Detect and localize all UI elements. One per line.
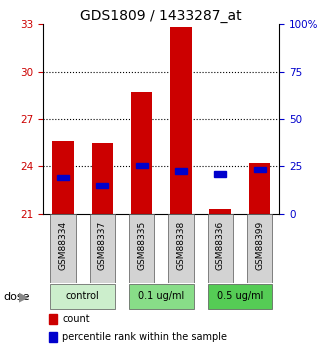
- Text: count: count: [62, 314, 90, 324]
- Bar: [96, 183, 108, 188]
- Bar: [254, 167, 265, 172]
- Bar: [170, 27, 192, 214]
- Bar: [210, 209, 231, 214]
- Bar: [168, 214, 194, 283]
- Title: GDS1809 / 1433287_at: GDS1809 / 1433287_at: [81, 9, 242, 23]
- Bar: [214, 171, 226, 177]
- Bar: [57, 175, 69, 180]
- Text: GSM88335: GSM88335: [137, 221, 146, 270]
- Bar: [207, 214, 233, 283]
- Bar: [247, 214, 273, 283]
- Bar: [131, 92, 152, 214]
- Bar: [129, 214, 154, 283]
- Text: 0.1 ug/ml: 0.1 ug/ml: [138, 291, 185, 301]
- Text: control: control: [66, 291, 100, 301]
- Bar: [52, 141, 74, 214]
- Text: dose: dose: [3, 292, 30, 302]
- Bar: [49, 332, 57, 342]
- Bar: [129, 284, 194, 309]
- Bar: [136, 163, 148, 168]
- Text: ▶: ▶: [19, 290, 29, 303]
- Text: GSM88336: GSM88336: [216, 221, 225, 270]
- Bar: [249, 163, 270, 214]
- Text: GSM88334: GSM88334: [58, 221, 67, 270]
- Text: 0.5 ug/ml: 0.5 ug/ml: [217, 291, 263, 301]
- Bar: [50, 284, 115, 309]
- Bar: [91, 143, 113, 214]
- Text: percentile rank within the sample: percentile rank within the sample: [62, 332, 227, 342]
- Bar: [49, 314, 57, 324]
- Bar: [50, 214, 76, 283]
- Text: GSM88337: GSM88337: [98, 221, 107, 270]
- Bar: [90, 214, 115, 283]
- Bar: [175, 168, 187, 174]
- Text: GSM88399: GSM88399: [255, 221, 264, 270]
- Bar: [207, 284, 273, 309]
- Text: GSM88338: GSM88338: [177, 221, 186, 270]
